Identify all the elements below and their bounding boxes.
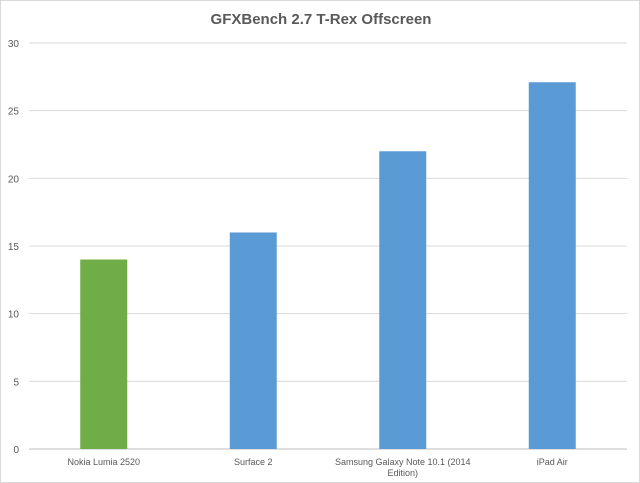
bar — [229, 232, 277, 449]
y-tick-label: 5 — [13, 377, 19, 388]
x-tick-label: Nokia Lumia 2520 — [67, 457, 140, 467]
y-tick-label: 25 — [8, 107, 20, 118]
x-tick-label: iPad Air — [537, 457, 568, 467]
y-tick-label: 30 — [8, 39, 20, 50]
y-tick-label: 0 — [13, 445, 19, 456]
y-tick-label: 10 — [8, 310, 20, 321]
y-tick-label: 15 — [8, 242, 20, 253]
y-tick-label: 20 — [8, 174, 20, 185]
x-tick-label: Edition) — [387, 468, 418, 478]
x-tick-label: Samsung Galaxy Note 10.1 (2014 — [335, 457, 471, 467]
chart-title: GFXBench 2.7 T-Rex Offscreen — [210, 11, 432, 28]
bar — [80, 259, 128, 449]
bar — [528, 82, 576, 449]
x-tick-label: Surface 2 — [234, 457, 273, 467]
bar — [379, 151, 427, 449]
